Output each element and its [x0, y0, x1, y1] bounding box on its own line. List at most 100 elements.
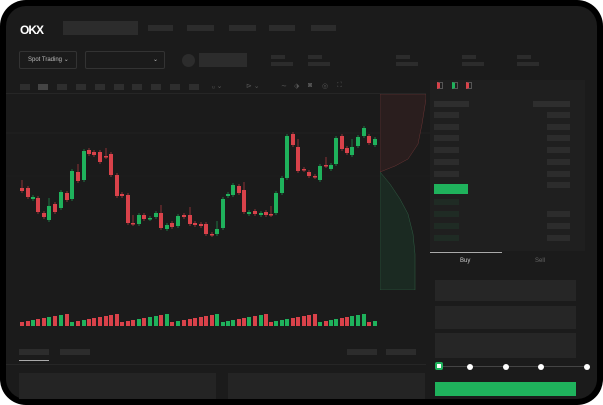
candle: [231, 183, 235, 197]
timeframe-button[interactable]: [170, 84, 180, 90]
volume-bar: [188, 319, 192, 326]
volume-bar: [31, 320, 35, 326]
orderbook-buy-icon[interactable]: [452, 82, 458, 89]
buy-button[interactable]: [435, 382, 576, 396]
orders-card: [19, 373, 216, 399]
candle: [26, 186, 30, 199]
market-selector[interactable]: Spot Trading ⌄: [19, 51, 77, 69]
candle: [356, 135, 360, 148]
candle: [226, 192, 230, 198]
candle: [199, 222, 203, 228]
volume-bar: [165, 314, 169, 326]
total-input[interactable]: [435, 333, 576, 358]
volume-bar: [42, 318, 46, 326]
candle: [165, 223, 169, 231]
filter-control[interactable]: [386, 349, 416, 355]
price-input[interactable]: [435, 280, 576, 301]
candle: [59, 190, 63, 210]
camera-icon[interactable]: ◙: [308, 82, 313, 89]
timeframe-button[interactable]: [57, 84, 67, 90]
candle: [350, 139, 354, 157]
order-book-cell: [547, 211, 570, 217]
fullscreen-icon[interactable]: ⛶: [337, 82, 342, 89]
slider-step[interactable]: [503, 364, 509, 370]
tab-sell[interactable]: Sell: [535, 258, 546, 264]
coin-icon: [182, 54, 195, 67]
candle: [242, 182, 246, 214]
tab-order-history[interactable]: [60, 349, 90, 355]
candle: [259, 211, 263, 217]
candle: [82, 149, 86, 182]
candle: [269, 206, 273, 217]
slider-step[interactable]: [467, 364, 473, 370]
candle: [313, 174, 317, 179]
candle: [253, 209, 257, 216]
timeframe-button[interactable]: [114, 84, 124, 90]
candle: [104, 148, 108, 159]
order-book-cell: [434, 223, 459, 229]
timeframe-button[interactable]: [76, 84, 86, 90]
nav-item[interactable]: [187, 25, 214, 31]
order-book-cell: [434, 101, 469, 107]
search-bar[interactable]: [63, 21, 138, 35]
volume-bar: [142, 318, 146, 326]
drawing-icon[interactable]: ⊳ ⌄: [246, 83, 260, 90]
order-book-cell: [434, 112, 459, 118]
timeframe-button[interactable]: [95, 84, 105, 90]
candlestick-chart[interactable]: [6, 94, 431, 334]
amount-input[interactable]: [435, 306, 576, 329]
candle: [137, 213, 141, 226]
chevron-down-icon: ⌄: [152, 57, 158, 63]
line-icon[interactable]: ∼: [281, 83, 287, 90]
candle: [36, 196, 40, 214]
candle: [307, 170, 311, 178]
timeframe-button[interactable]: [189, 84, 199, 90]
filter-control[interactable]: [347, 349, 377, 355]
volume-bar: [159, 315, 163, 326]
orderbook-both-icon[interactable]: [437, 82, 443, 89]
candle: [76, 164, 80, 183]
volume-bar: [182, 320, 186, 326]
nav-item[interactable]: [269, 25, 295, 31]
candle: [154, 211, 158, 219]
amount-slider[interactable]: [438, 366, 588, 367]
nav-item[interactable]: [311, 25, 336, 31]
tab-open-orders[interactable]: [19, 349, 49, 355]
tab-buy[interactable]: Buy: [460, 258, 471, 264]
orderbook-sell-icon[interactable]: [466, 82, 472, 89]
volume-bar: [98, 317, 102, 326]
candle: [367, 134, 371, 145]
volume-bar: [193, 318, 197, 326]
ruler-icon[interactable]: ⬗: [294, 83, 300, 90]
pair-selector[interactable]: ⌄: [85, 51, 165, 69]
order-book-cell: [547, 147, 570, 153]
settings-icon[interactable]: ◎: [322, 83, 329, 90]
candle: [65, 191, 69, 202]
slider-step[interactable]: [584, 364, 590, 370]
candle: [120, 192, 124, 198]
slider-step[interactable]: [538, 364, 544, 370]
candle: [373, 137, 377, 147]
timeframe-button[interactable]: [132, 84, 142, 90]
volume-bar: [329, 320, 333, 326]
slider-handle[interactable]: [435, 362, 443, 370]
nav-item[interactable]: [148, 25, 173, 31]
volume-bar: [350, 316, 354, 326]
indicator-icon[interactable]: ᵤ ⌄: [212, 83, 223, 90]
nav-item[interactable]: [229, 25, 256, 31]
timeframe-button[interactable]: [38, 84, 48, 90]
volume-bar: [285, 319, 289, 326]
candle: [193, 221, 197, 227]
stat-value: [271, 62, 293, 66]
order-book-cell: [434, 211, 459, 217]
volume-bar: [259, 315, 263, 326]
volume-bar: [126, 321, 130, 326]
timeframe-button[interactable]: [151, 84, 161, 90]
candle: [215, 221, 219, 236]
order-book-cell: [547, 223, 570, 229]
order-book-cell: [434, 235, 459, 241]
volume-bar: [47, 317, 51, 326]
timeframe-button[interactable]: [20, 84, 30, 90]
active-tab-indicator: [19, 360, 49, 361]
